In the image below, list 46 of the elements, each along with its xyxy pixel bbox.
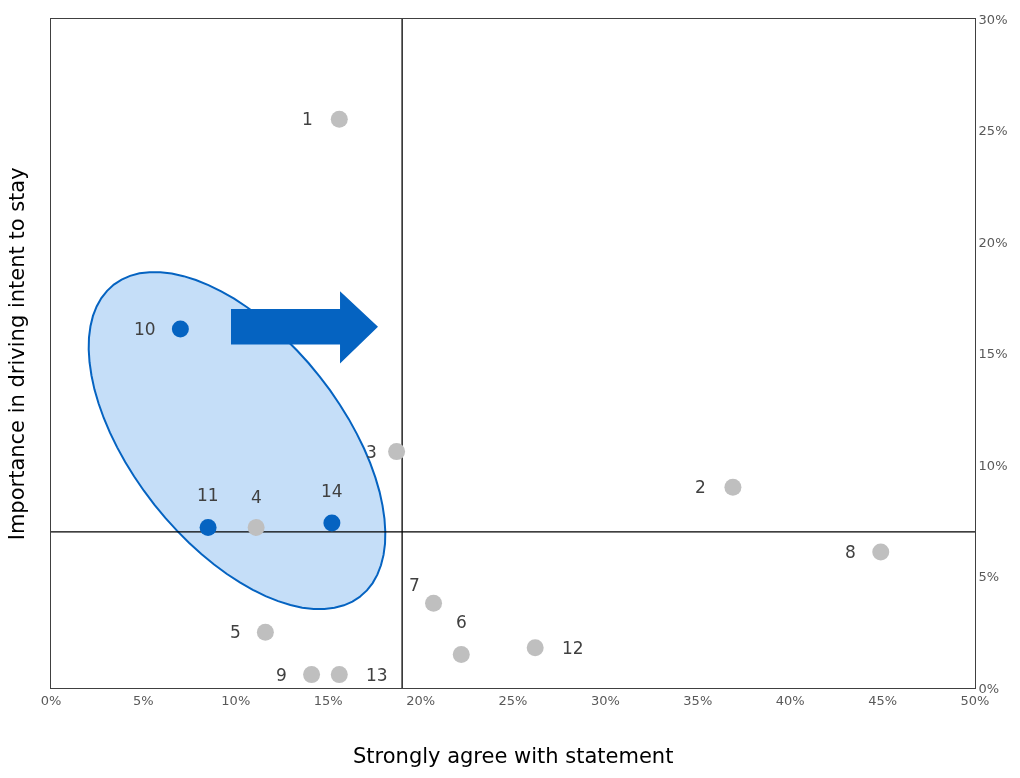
point bbox=[425, 594, 443, 612]
x-tick-label: 20% bbox=[406, 692, 436, 708]
point bbox=[872, 543, 890, 561]
annotation: 11 bbox=[197, 485, 219, 505]
point bbox=[171, 320, 189, 338]
point bbox=[247, 518, 265, 536]
annotation: 14 bbox=[321, 481, 343, 501]
y-tick-label: 15% bbox=[978, 346, 1008, 362]
x-tick-label: 35% bbox=[683, 692, 713, 708]
point bbox=[526, 639, 544, 657]
point bbox=[330, 666, 348, 684]
annotation: 7 bbox=[409, 575, 420, 595]
x-tick-label: 25% bbox=[498, 692, 528, 708]
x-tick-label: 30% bbox=[590, 692, 620, 708]
annotation: 12 bbox=[562, 638, 584, 658]
x-tick-label: 10% bbox=[221, 692, 251, 708]
x-tick-label: 40% bbox=[775, 692, 805, 708]
annotation: 1 bbox=[302, 109, 313, 129]
y-tick-label: 5% bbox=[978, 569, 1000, 585]
annotation: 9 bbox=[276, 665, 287, 685]
annotation: 13 bbox=[366, 665, 388, 685]
y-tick-label: 10% bbox=[978, 457, 1008, 473]
point bbox=[323, 514, 341, 532]
point bbox=[199, 518, 217, 536]
y-tick-label: 25% bbox=[978, 123, 1008, 139]
x-tick-label: 0% bbox=[40, 692, 62, 708]
x-tick-label: 15% bbox=[313, 692, 343, 708]
annotation: 8 bbox=[845, 542, 856, 562]
point bbox=[256, 623, 274, 641]
point bbox=[388, 443, 406, 461]
y-axis-title: Importance in driving intent to stay bbox=[5, 167, 30, 541]
annotation: 5 bbox=[230, 622, 241, 642]
point bbox=[303, 666, 321, 684]
point bbox=[330, 110, 348, 128]
annotation: 2 bbox=[695, 477, 706, 497]
x-axis-title: Strongly agree with statement bbox=[353, 744, 674, 768]
y-tick-label: 20% bbox=[978, 234, 1008, 250]
x-tick-label: 5% bbox=[133, 692, 154, 708]
x-tick-label: 45% bbox=[868, 692, 898, 708]
annotation: 10 bbox=[134, 319, 156, 339]
annotation: 6 bbox=[456, 612, 467, 632]
annotation: 4 bbox=[251, 487, 262, 507]
y-tick-label: 30% bbox=[978, 11, 1008, 27]
point bbox=[452, 646, 470, 664]
point bbox=[724, 478, 742, 496]
annotation: 3 bbox=[366, 442, 377, 462]
